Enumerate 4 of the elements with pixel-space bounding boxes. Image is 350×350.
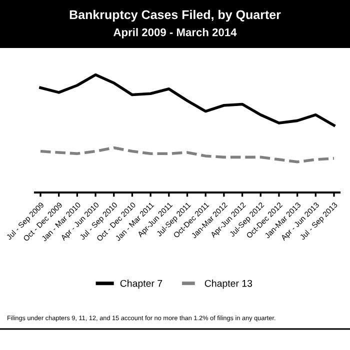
chart-subtitle: April 2009 - March 2014 [114,28,237,38]
legend-label: Chapter 7 [120,280,162,289]
legend-label: Chapter 13 [204,280,252,289]
chart-title: Bankruptcy Cases Filed, by Quarter [70,10,281,22]
